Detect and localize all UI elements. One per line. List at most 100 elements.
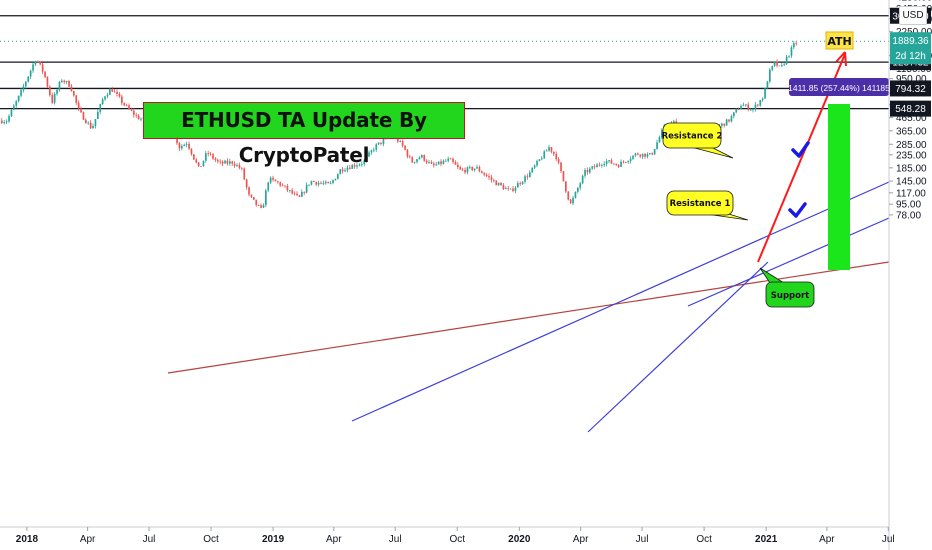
candle-body (488, 175, 490, 178)
candle-body (113, 91, 116, 93)
candle-body (613, 163, 615, 165)
price-axis[interactable]: 4250.003450.002850.002250.001450.001150.… (888, 0, 932, 550)
candle-body (548, 147, 550, 151)
trendline-blue-upper[interactable] (351, 181, 890, 422)
time-axis[interactable]: 2018 Apr Jul Oct 2019 Apr Jul Oct 2020 Apr Jul Oct 2… (0, 526, 895, 545)
candle-body (183, 144, 186, 147)
svg-text:Support: Support (771, 291, 809, 301)
candle-body (449, 158, 452, 160)
candle-body (176, 135, 178, 144)
trendline-blue-mid[interactable] (687, 217, 890, 307)
candle-body (116, 91, 118, 94)
candle-body (673, 121, 675, 123)
candle-body (92, 125, 94, 129)
time-tick-label: Oct (696, 534, 712, 545)
candle-body (531, 167, 534, 173)
candle-body (329, 182, 332, 184)
candle-body (637, 153, 639, 155)
target-range-bar[interactable] (828, 104, 850, 270)
candle-body (759, 100, 762, 106)
candle-body (490, 177, 493, 180)
candle-body (75, 95, 78, 103)
candle-body (605, 161, 608, 164)
check-mark-icon (791, 141, 810, 158)
candle-body (464, 169, 466, 173)
measure-label[interactable]: 1411.85 (257.44%) 141185 (788, 78, 890, 96)
candle-body (737, 109, 740, 111)
candle-body (785, 56, 788, 65)
candle-body (409, 156, 411, 158)
resistance-2-callout[interactable]: Resistance 2 (662, 122, 734, 159)
candle-body (459, 166, 462, 170)
candle-body (581, 175, 584, 184)
candlestick-series[interactable] (1, 40, 798, 209)
trendline-brown[interactable] (167, 261, 890, 374)
candle-body (721, 123, 723, 126)
candle-body (51, 94, 54, 103)
candle-body (649, 153, 651, 155)
candle-body (629, 158, 632, 162)
price-tick-label: 185.00 (896, 163, 927, 174)
candle-body (483, 173, 486, 175)
candle-body (745, 104, 747, 106)
candle-body (70, 86, 73, 92)
candle-body (485, 174, 488, 176)
candle-body (368, 152, 370, 157)
candle-body (293, 193, 296, 195)
candle-body (137, 115, 140, 120)
currency-button[interactable]: USD (899, 6, 927, 25)
candle-body (433, 163, 435, 166)
candle-body (332, 180, 334, 183)
support-callout[interactable]: Support (759, 267, 815, 308)
candle-body (437, 161, 440, 165)
price-tick-label: 365.00 (896, 126, 927, 137)
candle-body (644, 153, 646, 157)
candle-body (404, 145, 406, 150)
candle-body (44, 71, 46, 78)
price-tick-label: 78.00 (896, 210, 921, 221)
candle-body (641, 153, 644, 157)
candle-body (740, 106, 742, 110)
candle-body (466, 167, 469, 173)
candle-body (85, 119, 87, 124)
candle-body (776, 61, 778, 66)
candle-body (749, 109, 752, 111)
candle-body (188, 143, 190, 149)
candle-body (579, 183, 582, 188)
candle-body (269, 177, 272, 183)
candle-body (565, 181, 567, 192)
candle-body (622, 161, 625, 163)
candle-body (281, 185, 284, 187)
candle-body (507, 188, 510, 190)
candle-body (233, 163, 236, 166)
candle-body (226, 160, 229, 164)
candle-body (320, 182, 322, 184)
candle-body (13, 105, 15, 110)
candle-body (603, 163, 606, 166)
candle-body (454, 162, 457, 165)
candle-body (545, 150, 548, 152)
time-tick-label: 2021 (755, 534, 778, 545)
time-tick-label: Jul (143, 534, 156, 545)
candle-body (584, 170, 586, 176)
candle-body (322, 183, 325, 184)
candle-body (555, 153, 558, 160)
candle-body (500, 182, 502, 186)
candle-body (284, 185, 286, 187)
candle-body (80, 108, 82, 113)
trendline-blue-lower[interactable] (587, 261, 769, 433)
resistance-1-callout[interactable]: Resistance 1 (666, 190, 749, 221)
candle-body (723, 123, 726, 126)
candle-body (533, 165, 536, 168)
candle-body (375, 144, 378, 150)
candle-body (550, 147, 553, 152)
candle-body (37, 61, 39, 63)
candle-body (413, 161, 416, 163)
candle-body (538, 159, 541, 161)
ath-callout[interactable]: ATH (825, 31, 854, 50)
candle-body (461, 169, 464, 171)
candle-body (442, 160, 445, 164)
candle-body (416, 159, 418, 162)
candle-body (572, 197, 574, 204)
